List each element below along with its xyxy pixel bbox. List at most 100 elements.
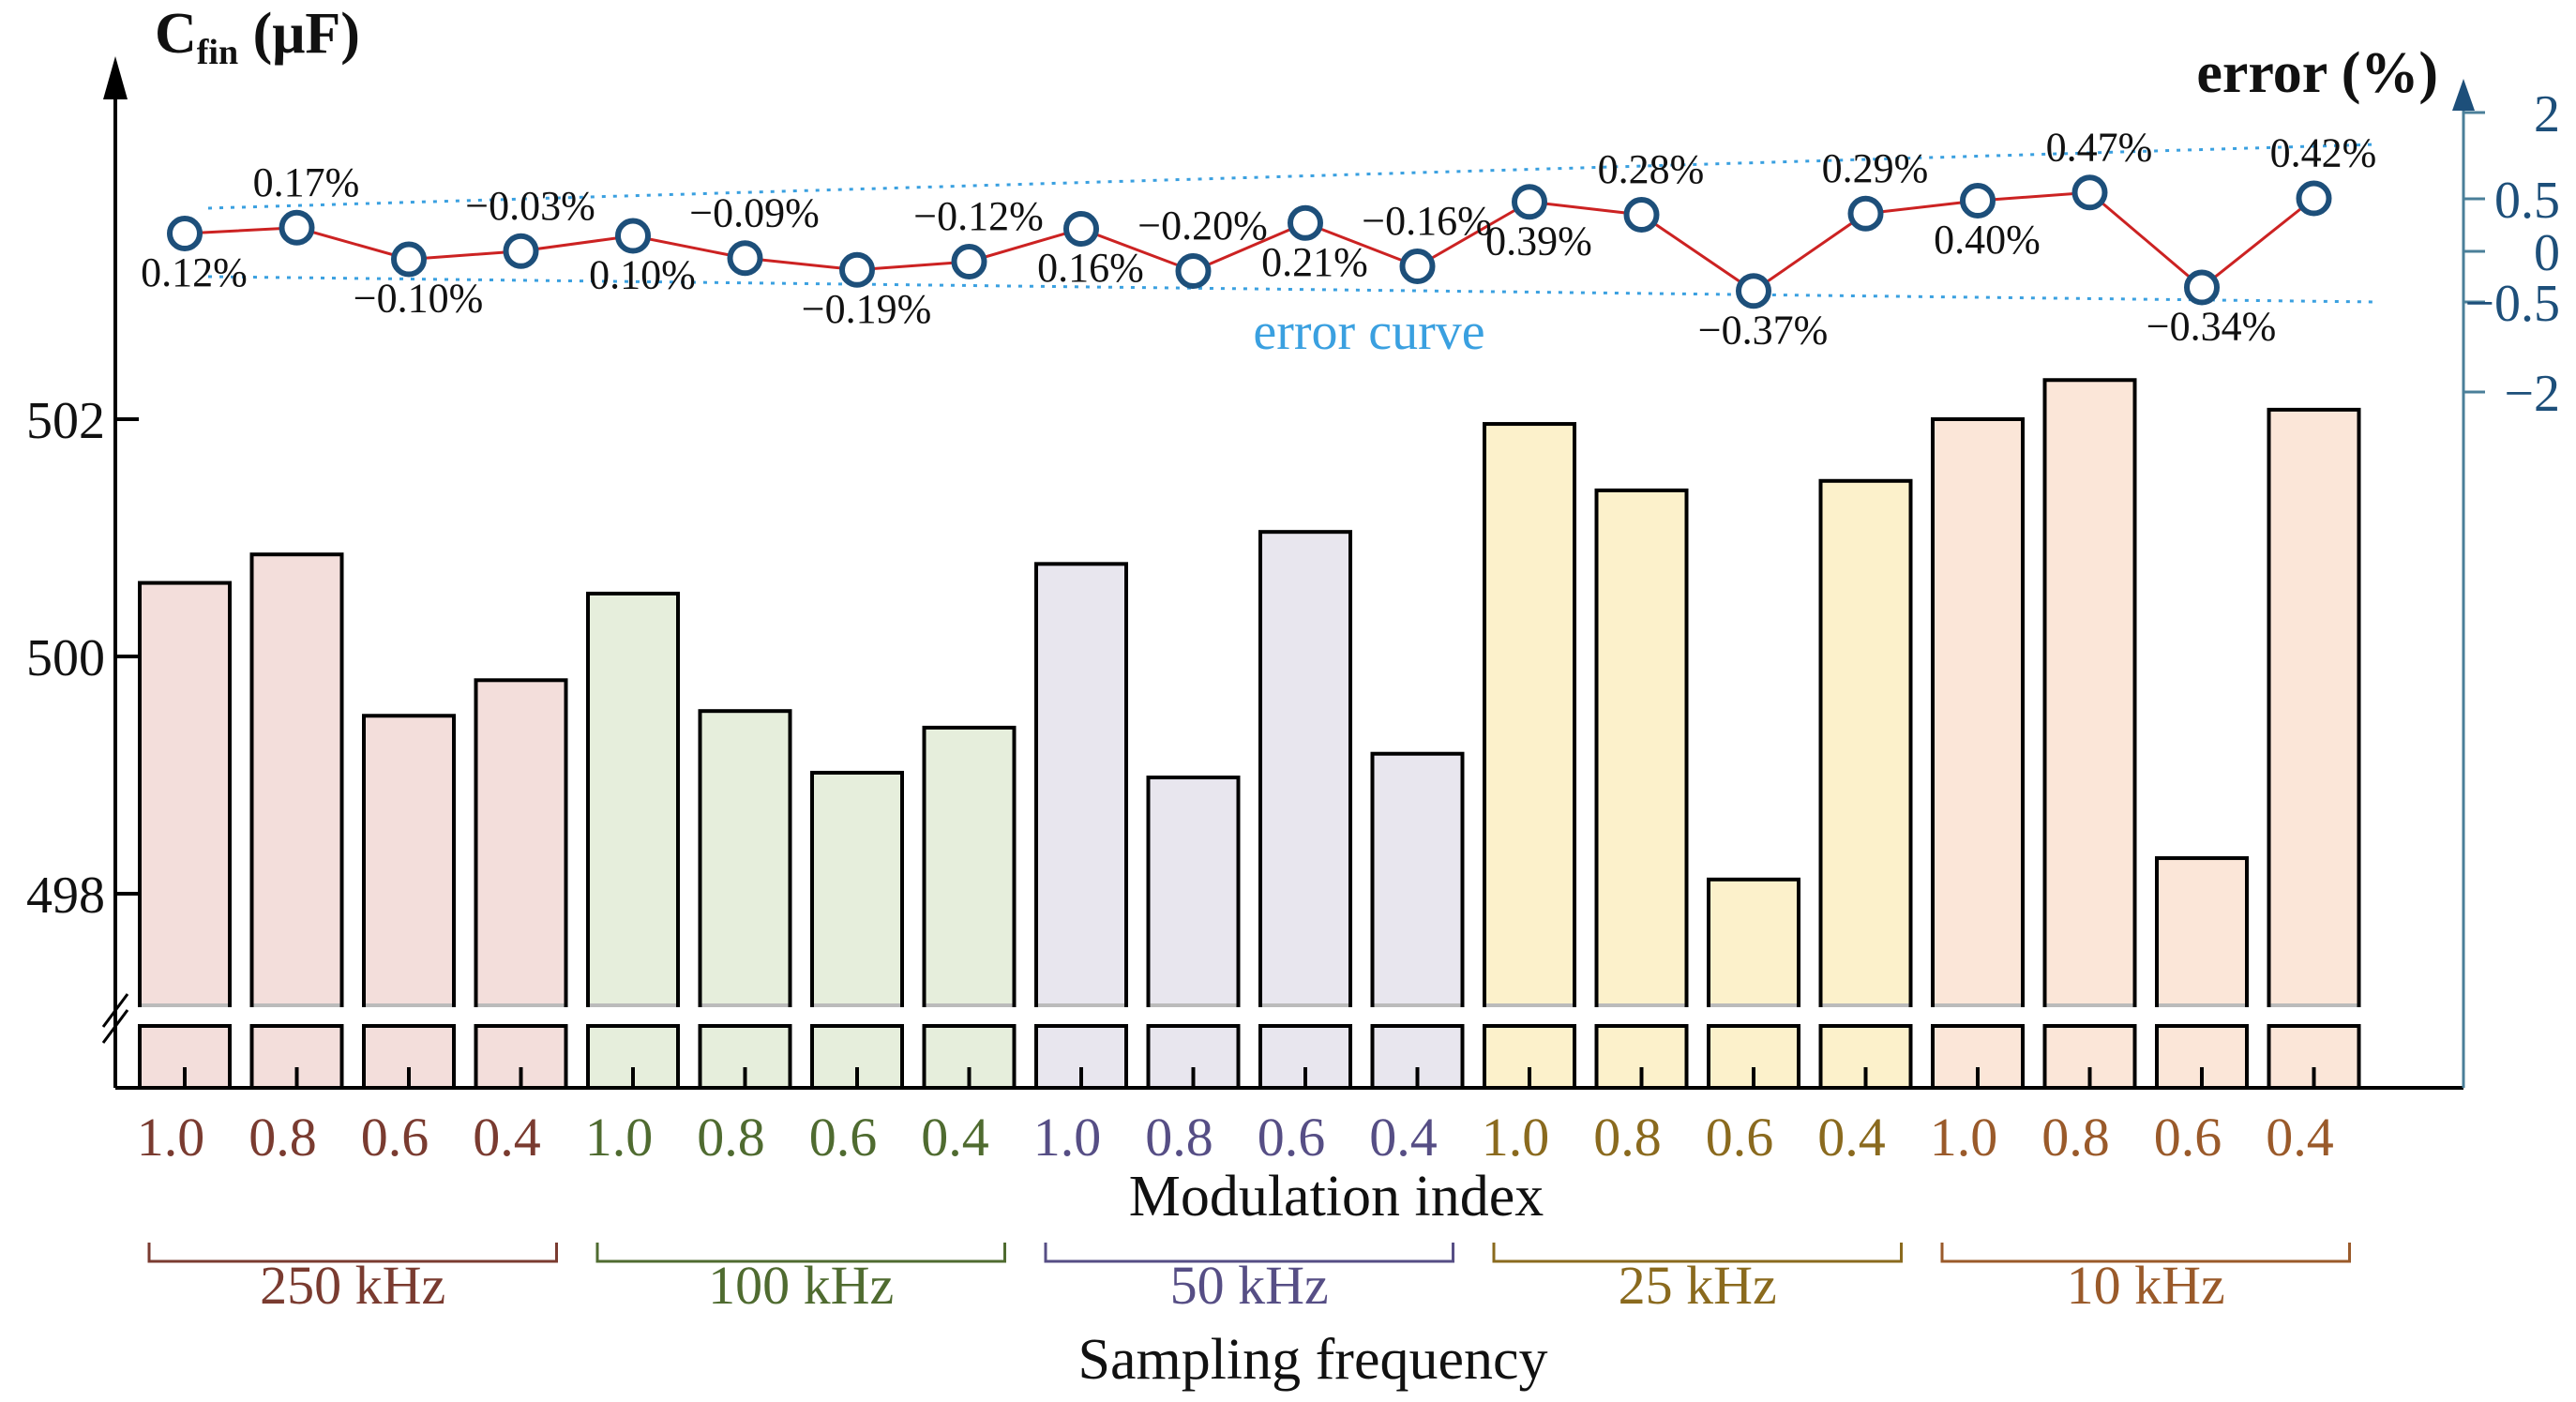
category-label: 1.0 (1930, 1107, 1998, 1168)
error-data-label: −0.12% (913, 193, 1043, 239)
group-label: 100 kHz (708, 1255, 894, 1316)
category-label: 0.6 (1706, 1107, 1774, 1168)
error-data-label: 0.42% (2270, 130, 2377, 176)
group-bracket (147, 1243, 558, 1263)
category-label: 0.8 (249, 1107, 317, 1168)
category-label: 0.8 (1593, 1107, 1662, 1168)
error-curve-line (184, 190, 2315, 294)
y2-tick-label: −2 (2504, 365, 2560, 423)
right-axis-arrow (2452, 79, 2475, 111)
y2-tick-label: 0.5 (2494, 172, 2560, 230)
category-label: 0.8 (1145, 1107, 1213, 1168)
bar-50kHz-0.6 (1258, 530, 1352, 1007)
bar-100kHz-1.0 (586, 591, 680, 1008)
error-data-label: −0.34% (2147, 304, 2276, 350)
axis-break-mark-2 (101, 1009, 129, 1044)
error-data-label: 0.10% (589, 252, 696, 298)
error-curve-layer: 0.12%0.17% −0.10% −0.03% 0.10% −0.09% −0.19% −… (141, 124, 2376, 353)
error-point (1399, 249, 1436, 284)
category-label: 0.8 (2041, 1107, 2110, 1168)
x-axis-label: Modulation index (1129, 1165, 1544, 1229)
bar-25kHz-0.8 (1594, 488, 1689, 1007)
group-bracket (1044, 1243, 1454, 1263)
bar-10kHz-0.6 (2155, 856, 2249, 1007)
error-point (167, 216, 203, 251)
error-data-label: −0.16% (1362, 198, 1491, 244)
bars-layer (138, 378, 2361, 1090)
error-data-label: −0.03% (465, 183, 595, 229)
error-data-label: −0.09% (689, 189, 819, 235)
error-data-label: 0.12% (141, 249, 248, 295)
error-point (727, 240, 763, 277)
category-label: 1.0 (585, 1107, 654, 1168)
group-label: 50 kHz (1170, 1255, 1329, 1316)
category-label: 0.8 (697, 1107, 765, 1168)
error-point (391, 241, 427, 278)
category-label: 0.6 (1258, 1107, 1326, 1168)
category-label: 1.0 (1482, 1107, 1550, 1168)
bar-10kHz-1.0 (1931, 417, 2025, 1007)
group-bracket (1940, 1243, 2351, 1263)
bar-100kHz-0.4 (922, 725, 1017, 1008)
y-tick-label: 498 (26, 867, 105, 925)
category-label: 1.0 (1033, 1107, 1102, 1168)
axes-layer: Cfin (μF) error (%) Modulation index Sam… (101, 2, 2475, 1392)
error-point (1960, 183, 1996, 219)
error-point (951, 244, 987, 279)
category-label: 1.0 (137, 1107, 205, 1168)
error-point (615, 218, 651, 254)
category-label: 0.6 (2154, 1107, 2222, 1168)
error-point (1623, 197, 1660, 233)
upper-bound-line (207, 143, 2378, 210)
y-axis-label: Cfin (μF) (155, 2, 360, 72)
error-point (1288, 204, 1323, 241)
bar-25kHz-0.4 (1818, 478, 1913, 1007)
y-tick-label: 502 (26, 392, 105, 450)
bar-50kHz-0.4 (1370, 751, 1465, 1007)
bar-10kHz-0.8 (2042, 378, 2137, 1007)
group-brackets-layer: 250 kHz 100 kHz 50 kHz 25 kHz 10 kHz (147, 1243, 2351, 1316)
error-curve-annotation: error curve (1253, 303, 1484, 361)
error-data-label: 0.21% (1261, 239, 1368, 285)
bar-100kHz-0.8 (698, 709, 792, 1007)
error-point (1512, 184, 1547, 220)
error-point (2296, 180, 2332, 217)
y2-tick-label: −0.5 (2464, 275, 2560, 333)
bar-250kHz-0.6 (362, 714, 456, 1007)
group-label: 25 kHz (1619, 1255, 1777, 1316)
error-point (503, 233, 539, 269)
lower-bound-line (207, 275, 2378, 304)
category-label: 0.6 (809, 1107, 878, 1168)
error-point (1063, 211, 1099, 247)
y2-tick-label: 2 (2534, 85, 2560, 143)
error-data-label: 0.40% (1934, 217, 2041, 263)
group-axis-label: Sampling frequency (1077, 1328, 1547, 1392)
category-label: 0.4 (2266, 1107, 2334, 1168)
ticks-layer: 1.0 0.8 0.6 0.4 1.0 0.8 0.6 0.4 1.0 0.8 0.6 0.4 1.0 0… (26, 85, 2560, 1168)
y2-axis-label: error (%) (2196, 41, 2438, 105)
error-data-label: −0.20% (1137, 203, 1267, 249)
bar-25kHz-0.6 (1707, 877, 1800, 1007)
axis-break-mark-1 (101, 993, 129, 1028)
bar-25kHz-1.0 (1483, 422, 1576, 1007)
category-label: 0.4 (1369, 1107, 1438, 1168)
error-data-label: −0.19% (802, 286, 931, 332)
bar-100kHz-0.6 (810, 770, 904, 1007)
group-bracket (595, 1243, 1006, 1263)
group-label: 10 kHz (2067, 1255, 2225, 1316)
y-tick-label: 500 (26, 629, 105, 687)
bar-50kHz-1.0 (1034, 562, 1128, 1008)
left-axis-arrow (103, 56, 128, 99)
error-point (1847, 195, 1884, 232)
error-data-label: 0.17% (253, 159, 360, 205)
group-label: 250 kHz (260, 1255, 445, 1316)
bar-50kHz-0.8 (1146, 776, 1241, 1008)
error-data-label: 0.28% (1598, 146, 1705, 192)
category-label: 0.6 (361, 1107, 429, 1168)
group-bracket (1492, 1243, 1903, 1263)
error-point (1736, 273, 1771, 309)
y2-tick-label: 0 (2534, 224, 2560, 282)
error-data-label: 0.16% (1037, 245, 1144, 291)
bar-250kHz-1.0 (138, 580, 232, 1007)
